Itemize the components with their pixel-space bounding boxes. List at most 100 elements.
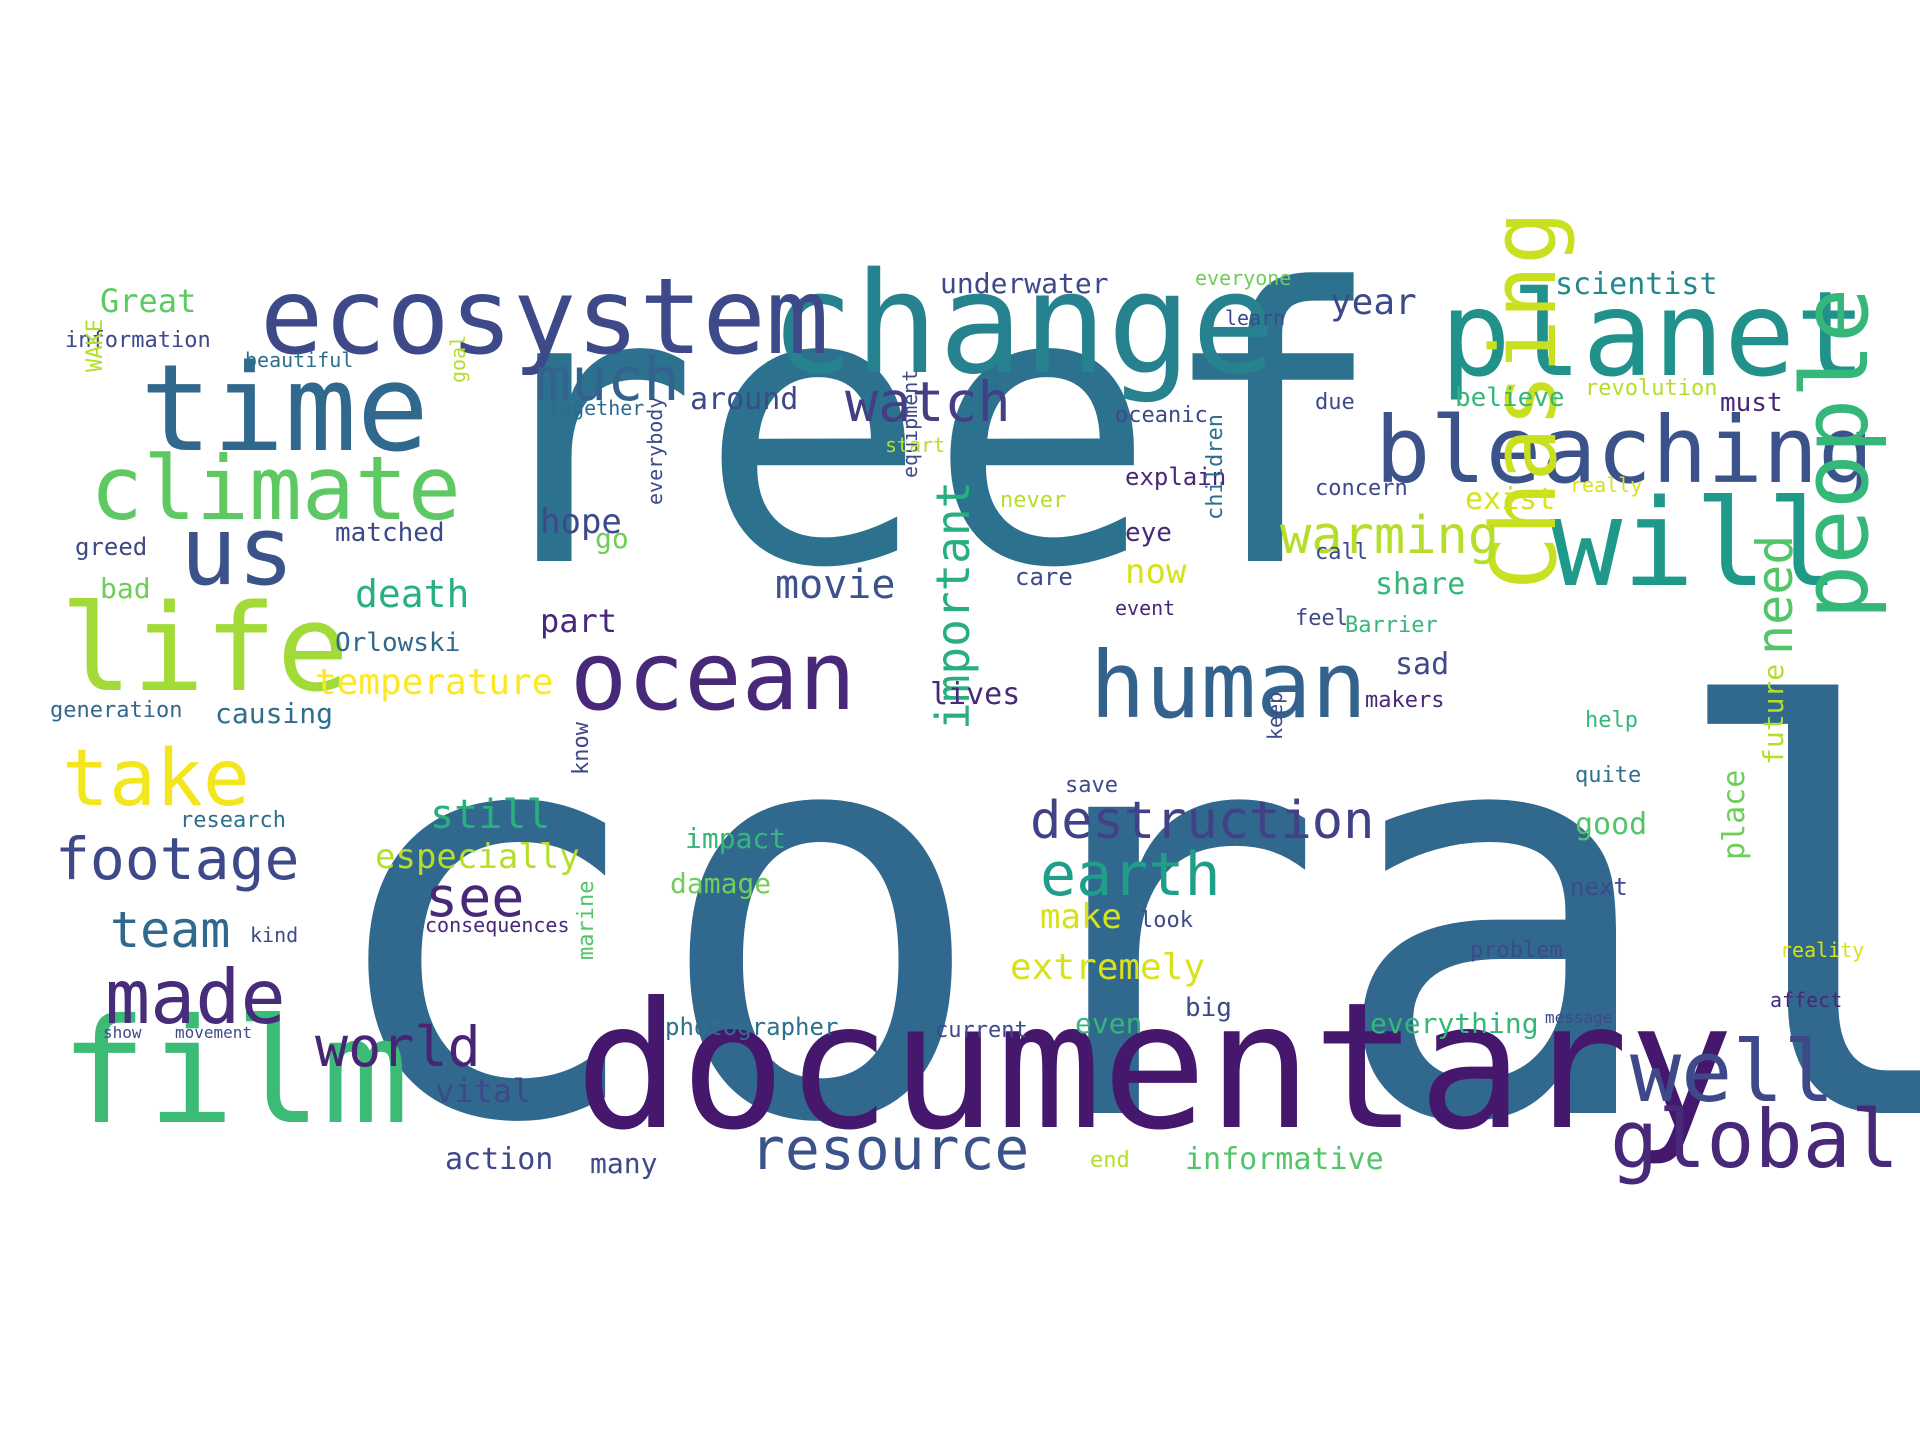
word-10: ocean bbox=[570, 622, 856, 732]
word-92: sad bbox=[1395, 647, 1450, 682]
word-32: see bbox=[425, 865, 525, 929]
word-82: concern bbox=[1315, 476, 1408, 501]
word-108: goal bbox=[446, 334, 470, 383]
word-20: made bbox=[105, 953, 286, 1041]
word-117: really bbox=[1570, 473, 1643, 497]
word-47: generation bbox=[50, 698, 183, 723]
word-5: planet bbox=[1440, 265, 1867, 403]
word-36: underwater bbox=[940, 267, 1109, 300]
word-65: informative bbox=[1185, 1142, 1384, 1177]
word-74: go bbox=[595, 522, 629, 555]
word-54: consequences bbox=[425, 913, 570, 937]
word-14: us bbox=[180, 497, 295, 607]
word-50: especially bbox=[375, 837, 580, 877]
word-42: bad bbox=[100, 572, 151, 605]
word-35: scientist bbox=[1555, 267, 1718, 302]
word-70: lives bbox=[930, 677, 1021, 712]
word-33: movie bbox=[775, 562, 896, 608]
word-53: kind bbox=[250, 923, 299, 947]
word-111: equipment bbox=[898, 369, 922, 478]
word-110: everybody bbox=[643, 396, 667, 505]
word-40: matched bbox=[335, 518, 445, 548]
word-72: together bbox=[548, 396, 645, 420]
word-94: quite bbox=[1575, 763, 1642, 788]
word-76: now bbox=[1125, 552, 1187, 592]
word-105: learn bbox=[1225, 306, 1286, 330]
word-100: place bbox=[1717, 769, 1752, 860]
word-106: everyone bbox=[1195, 266, 1292, 290]
word-97: problem bbox=[1470, 938, 1563, 963]
word-59: even bbox=[1075, 1007, 1143, 1040]
word-98: save bbox=[1065, 773, 1118, 798]
word-83: exist bbox=[1465, 482, 1556, 517]
word-41: greed bbox=[75, 533, 148, 561]
word-22: destruction bbox=[1030, 791, 1375, 851]
word-27: warming bbox=[1280, 506, 1500, 566]
word-104: message bbox=[1545, 1008, 1613, 1027]
word-75: part bbox=[540, 602, 618, 640]
word-37: Great bbox=[100, 282, 197, 320]
word-58: current bbox=[935, 1018, 1028, 1043]
word-114: keep bbox=[1263, 691, 1287, 740]
word-84: believe bbox=[1455, 383, 1565, 413]
word-43: death bbox=[355, 572, 470, 616]
word-60: everything bbox=[1370, 1007, 1539, 1040]
word-44: Orlowski bbox=[335, 628, 461, 658]
word-46: causing bbox=[215, 697, 334, 730]
word-102: reality bbox=[1780, 938, 1865, 962]
word-90: call bbox=[1315, 540, 1368, 565]
word-103: affect bbox=[1770, 988, 1843, 1012]
word-56: movement bbox=[175, 1023, 253, 1042]
word-0: coral bbox=[315, 594, 1920, 1246]
word-101: makers bbox=[1365, 688, 1445, 713]
word-71: around bbox=[690, 382, 799, 417]
word-8: will bbox=[1550, 475, 1839, 614]
word-63: action bbox=[445, 1142, 554, 1177]
word-26: earth bbox=[1040, 840, 1221, 910]
word-78: care bbox=[1015, 563, 1073, 591]
word-38: information bbox=[65, 328, 211, 353]
word-25: watch bbox=[845, 370, 1011, 434]
word-12: life bbox=[60, 580, 349, 719]
word-113: marine bbox=[574, 880, 599, 960]
word-45: temperature bbox=[315, 662, 554, 703]
word-87: due bbox=[1315, 390, 1355, 415]
word-4: film bbox=[60, 988, 410, 1157]
word-66: end bbox=[1090, 1148, 1130, 1173]
word-7: time bbox=[140, 340, 429, 479]
word-85: revolution bbox=[1585, 376, 1718, 401]
word-2: documentary bbox=[575, 966, 1734, 1169]
word-115: event bbox=[1115, 596, 1176, 620]
word-17: global bbox=[1610, 1093, 1899, 1186]
word-39: beautiful bbox=[245, 348, 354, 372]
word-64: many bbox=[590, 1147, 658, 1180]
word-34: year bbox=[1330, 282, 1417, 323]
word-9: bleaching bbox=[1375, 397, 1874, 504]
word-79: explain bbox=[1125, 463, 1227, 491]
word-11: human bbox=[1090, 632, 1367, 739]
word-86: must bbox=[1720, 388, 1783, 418]
word-95: good bbox=[1575, 807, 1648, 842]
word-23: footage bbox=[55, 825, 300, 893]
word-73: hope bbox=[540, 502, 622, 542]
word-81: oceanic bbox=[1115, 403, 1208, 428]
word-91: feel bbox=[1295, 606, 1348, 631]
word-30: need bbox=[1746, 534, 1804, 655]
word-67: extremely bbox=[1010, 947, 1206, 988]
word-57: photographer bbox=[665, 1013, 839, 1041]
word-62: vital bbox=[435, 1072, 532, 1110]
word-51: impact bbox=[685, 822, 787, 855]
word-88: share bbox=[1375, 567, 1466, 602]
word-96: next bbox=[1570, 873, 1628, 901]
word-80: never bbox=[1000, 488, 1067, 513]
word-55: show bbox=[103, 1023, 142, 1042]
word-49: still bbox=[430, 792, 551, 838]
word-68: make bbox=[1040, 897, 1122, 937]
word-61: big bbox=[1185, 993, 1232, 1023]
word-112: children bbox=[1203, 414, 1228, 520]
word-69: look bbox=[1140, 908, 1193, 933]
word-77: eye bbox=[1125, 518, 1172, 548]
word-13: climate bbox=[90, 437, 461, 540]
word-1: reef bbox=[470, 208, 1386, 651]
